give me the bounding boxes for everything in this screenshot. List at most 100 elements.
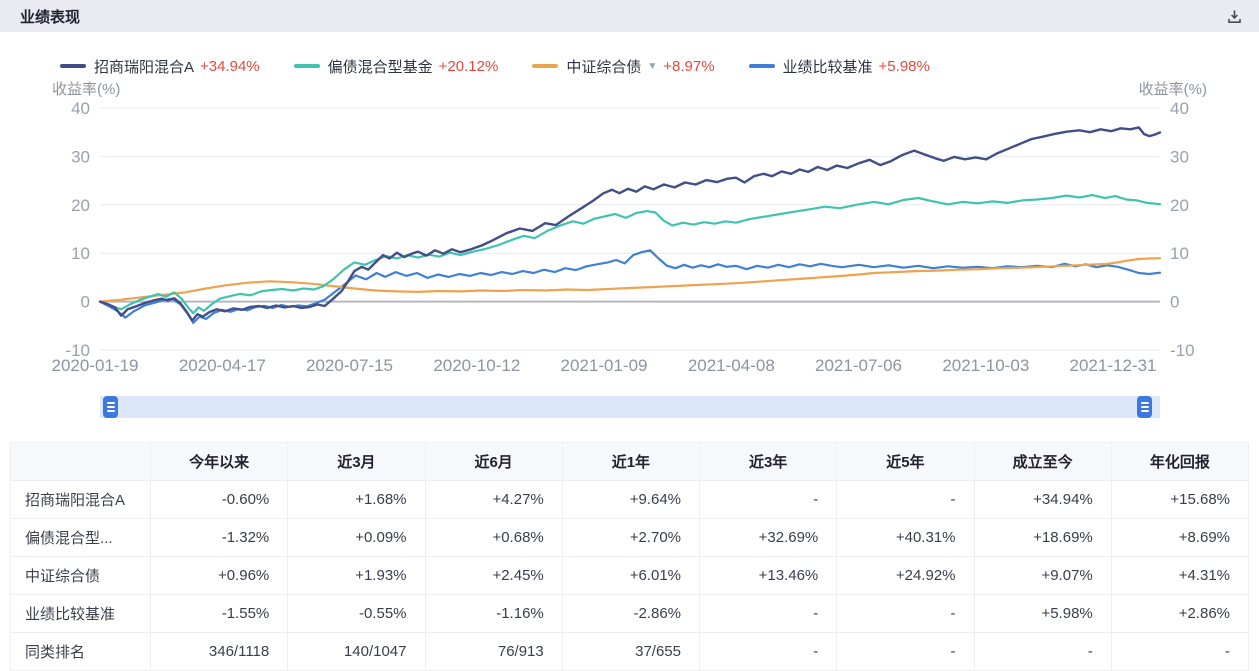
table-cell: -2.86% (561, 594, 701, 633)
x-tick-label: 2021-10-03 (942, 356, 1029, 375)
table-cell: -1.55% (149, 594, 289, 633)
legend-item-1[interactable]: 偏债混合型基金 +20.12% (293, 56, 498, 77)
performance-table: 今年以来 近3月 近6月 近1年 近3年 近5年 成立至今 年化回报 招商瑞阳混合A -0.60… (10, 442, 1250, 671)
y-tick-right: 30 (1170, 147, 1189, 166)
row-label: 同类排名 (10, 632, 151, 671)
table-cell: +15.68% (1110, 480, 1250, 519)
table-header-cell: 成立至今 (973, 442, 1112, 481)
table-cell: - (836, 480, 975, 519)
y-axis-label-right: 收益率(%) (1139, 81, 1207, 98)
table-cell: +2.45% (424, 556, 563, 595)
table-cell: -1.16% (424, 594, 563, 633)
series-color-swatch (748, 64, 775, 68)
slider-right-handle[interactable] (1137, 396, 1152, 418)
table-header-cell (10, 442, 151, 481)
slider-track[interactable] (100, 396, 1160, 418)
table-cell: -0.60% (149, 480, 289, 519)
table-cell: 37/655 (561, 632, 701, 671)
row-label: 招商瑞阳混合A (10, 480, 151, 519)
table-cell: - (1110, 632, 1250, 671)
table-cell: +4.27% (424, 480, 563, 519)
table-header-cell: 近3年 (698, 442, 838, 481)
row-label: 业绩比较基准 (10, 594, 151, 633)
y-tick-right: 20 (1170, 196, 1189, 215)
table-body: 招商瑞阳混合A -0.60% +1.68% +4.27% +9.64% - - +34.94%… (10, 480, 1250, 671)
table-cell: - (698, 480, 838, 519)
table-cell: - (698, 594, 838, 633)
y-axis-label-left: 收益率(%) (52, 81, 120, 98)
download-button[interactable] (1226, 8, 1243, 25)
table-cell: - (698, 632, 838, 671)
table-header-cell: 近5年 (836, 442, 975, 481)
legend-item-3[interactable]: 业绩比较基准 +5.98% (748, 56, 930, 77)
y-tick-right: 0 (1170, 293, 1179, 312)
legend: 招商瑞阳混合A +34.94% 偏债混合型基金 +20.12% 中证综合债 ▼ +8.97%… (60, 54, 1259, 78)
y-tick-right: 40 (1170, 99, 1189, 118)
y-tick-left: -10 (65, 341, 90, 360)
table-cell: +0.09% (287, 518, 426, 557)
chart-range-slider[interactable] (100, 396, 1160, 418)
x-tick-label: 2020-04-17 (179, 356, 266, 375)
series-color-swatch (60, 64, 86, 68)
table-header-row: 今年以来 近3月 近6月 近1年 近3年 近5年 成立至今 年化回报 (10, 442, 1250, 481)
table-cell: +0.96% (149, 556, 289, 595)
legend-series-return: +5.98% (878, 57, 930, 75)
table-row: 业绩比较基准 -1.55% -0.55% -1.16% -2.86% - - +5.98% +2… (10, 594, 1250, 633)
legend-series-return: +8.97% (663, 57, 715, 75)
table-cell: +9.07% (973, 556, 1112, 595)
legend-series-name: 中证综合债 (566, 58, 642, 76)
y-tick-left: 0 (81, 293, 90, 312)
table-cell: +32.69% (698, 518, 838, 557)
section-header: 业绩表现 (0, 0, 1259, 32)
table-header-cell: 近3月 (287, 442, 426, 481)
x-tick-label: 2021-04-08 (688, 356, 775, 375)
table-cell: +9.64% (561, 480, 701, 519)
table-cell: +40.31% (836, 518, 975, 557)
table-cell: - (973, 632, 1112, 671)
x-tick-label: 2021-12-31 (1070, 356, 1157, 375)
x-tick-label: 2020-07-15 (306, 356, 393, 375)
table-cell: +8.69% (1110, 518, 1250, 557)
table-row: 偏债混合型... -1.32% +0.09% +0.68% +2.70% +32.69% +… (10, 518, 1250, 557)
performance-line-chart[interactable]: 40 40 30 30 20 20 10 10 0 0 -10 -10 收益率(%) 收益率(%) 2020… (0, 78, 1259, 386)
x-tick-label: 2020-10-12 (433, 356, 520, 375)
table-head: 今年以来 近3月 近6月 近1年 近3年 近5年 成立至今 年化回报 (10, 442, 1250, 481)
table-cell: - (836, 594, 975, 633)
table-cell: +5.98% (973, 594, 1112, 633)
table-cell: +18.69% (973, 518, 1112, 557)
series-line-1 (98, 257, 1162, 303)
x-tick-label: 2021-01-09 (561, 356, 648, 375)
legend-series-name: 偏债混合型基金 (327, 58, 433, 76)
series-line-2 (98, 193, 1162, 315)
table-cell: +2.86% (1110, 594, 1250, 633)
table-cell: - (836, 632, 975, 671)
table-row: 中证综合债 +0.96% +1.93% +2.45% +6.01% +13.46% +24.… (10, 556, 1250, 595)
slider-left-handle[interactable] (103, 396, 118, 418)
x-tick-label: 2021-07-06 (815, 356, 902, 375)
table-header-cell: 年化回报 (1110, 442, 1250, 481)
legend-series-name: 招商瑞阳混合A (94, 58, 195, 76)
y-tick-left: 40 (71, 99, 90, 118)
legend-item-2[interactable]: 中证综合债 ▼ +8.97% (532, 56, 715, 77)
legend-series-name: 业绩比较基准 (782, 58, 873, 76)
y-tick-left: 10 (71, 244, 90, 263)
series-line-3 (98, 126, 1162, 322)
row-label: 中证综合债 (10, 556, 151, 595)
legend-item-0[interactable]: 招商瑞阳混合A +34.94% (60, 56, 260, 77)
table-row: 招商瑞阳混合A -0.60% +1.68% +4.27% +9.64% - - +34.94%… (10, 480, 1250, 519)
page-title: 业绩表现 (20, 8, 81, 26)
series-color-swatch (293, 64, 320, 68)
table-cell: +6.01% (561, 556, 701, 595)
download-icon (1228, 10, 1241, 23)
table-cell: -1.32% (149, 518, 289, 557)
table-cell: 140/1047 (287, 632, 426, 671)
series-color-swatch (532, 64, 559, 68)
table-cell: +1.68% (287, 480, 426, 519)
y-tick-left: 30 (71, 147, 90, 166)
table-cell: +4.31% (1110, 556, 1250, 595)
series-line-0 (98, 249, 1162, 324)
table-cell: -0.55% (287, 594, 426, 633)
index-dropdown-caret-icon[interactable]: ▼ (647, 60, 658, 72)
table-cell: +1.93% (287, 556, 426, 595)
x-tick-label: 2020-01-19 (52, 356, 139, 375)
